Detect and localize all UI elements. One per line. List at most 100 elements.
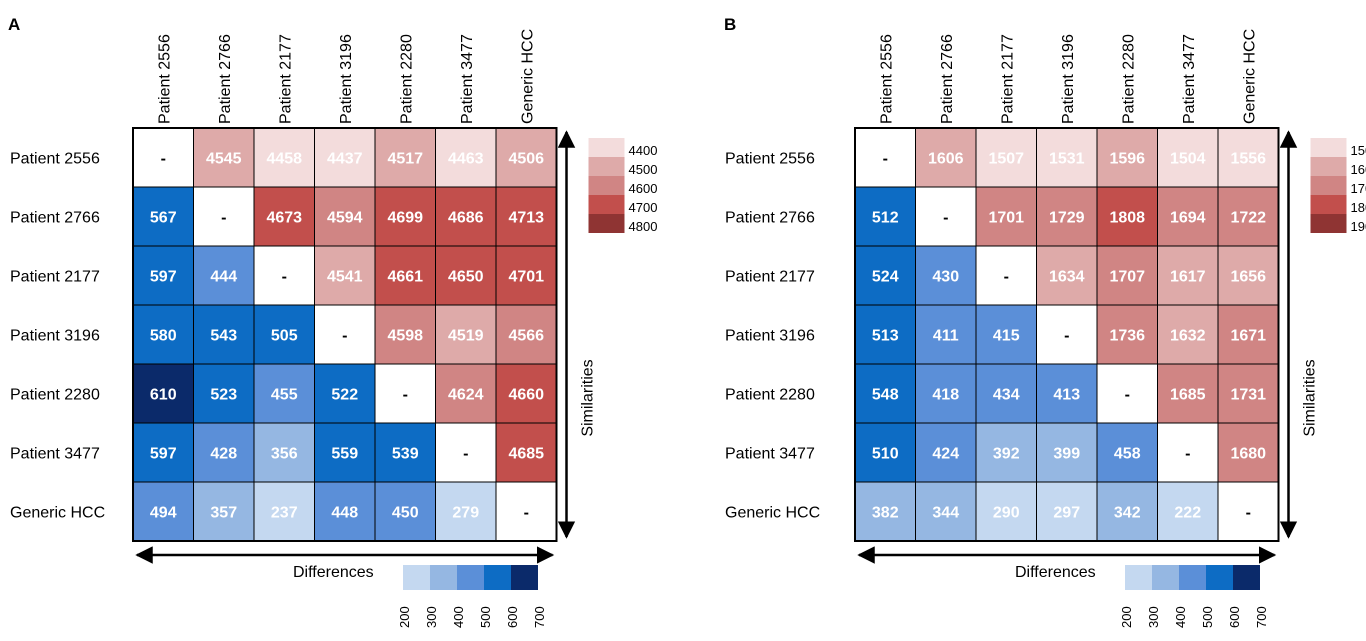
row-header: Patient 3196 — [725, 328, 815, 345]
cell-value-label: 4566 — [508, 328, 544, 345]
similarity-legend-tick: 1800 — [1351, 200, 1366, 215]
cell-value-label: 290 — [993, 505, 1020, 522]
cell-value-label: 510 — [872, 446, 899, 463]
cell-value-label: 297 — [1053, 505, 1080, 522]
row-header: Patient 3196 — [10, 328, 100, 345]
difference-legend-tick: 700 — [532, 606, 547, 628]
similarity-legend-tick: 4700 — [629, 200, 658, 215]
cell-value-label: 4506 — [508, 151, 544, 168]
cell-value-label: - — [1185, 446, 1190, 463]
cell-value-label: 1731 — [1230, 387, 1266, 404]
cell-value-label: 543 — [210, 328, 237, 345]
difference-legend-swatch — [457, 565, 484, 590]
row-header: Patient 2177 — [10, 269, 100, 286]
cell-value-label: 1729 — [1049, 210, 1085, 227]
difference-legend-tick: 500 — [1200, 606, 1215, 628]
column-header: Patient 2177 — [999, 34, 1016, 124]
column-header: Patient 3477 — [459, 34, 476, 124]
cell-value-label: - — [161, 151, 166, 168]
difference-legend-tick: 200 — [397, 606, 412, 628]
similarity-legend-tick: 4400 — [629, 143, 658, 158]
column-header: Patient 3477 — [1181, 34, 1198, 124]
difference-legend-tick: 200 — [1119, 606, 1134, 628]
cell-value-label: 580 — [150, 328, 177, 345]
cell-value-label: 1680 — [1230, 446, 1266, 463]
cell-value-label: 1808 — [1109, 210, 1145, 227]
similarity-legend-tick: 1900 — [1351, 219, 1366, 234]
difference-legend-swatch — [1206, 565, 1233, 590]
cell-value-label: 610 — [150, 387, 177, 404]
row-header: Patient 2556 — [725, 151, 815, 168]
cell-value-label: 222 — [1174, 505, 1201, 522]
panel-letter: A — [8, 15, 20, 34]
column-header: Generic HCC — [519, 29, 536, 124]
cell-value-label: 424 — [932, 446, 959, 463]
row-header: Patient 3477 — [725, 446, 815, 463]
cell-value-label: 4686 — [448, 210, 484, 227]
cell-value-label: 411 — [933, 328, 959, 345]
row-header: Patient 2177 — [725, 269, 815, 286]
cell-value-label: 567 — [150, 210, 177, 227]
cell-value-label: 4545 — [206, 151, 242, 168]
cell-value-label: 4541 — [327, 269, 363, 286]
similarity-legend-swatch — [589, 195, 625, 214]
cell-value-label: 448 — [331, 505, 358, 522]
cell-value-label: 1722 — [1230, 210, 1266, 227]
similarity-legend-swatch — [589, 214, 625, 233]
cell-value-label: 4458 — [266, 151, 302, 168]
difference-legend-swatch — [403, 565, 430, 590]
cell-value-label: - — [1125, 387, 1130, 404]
cell-value-label: 4650 — [448, 269, 484, 286]
difference-legend-swatch — [1125, 565, 1152, 590]
difference-legend-swatch — [511, 565, 538, 590]
similarity-legend-swatch — [589, 157, 625, 176]
difference-legend-tick: 600 — [505, 606, 520, 628]
similarity-legend-swatch — [1311, 214, 1347, 233]
cell-value-label: 524 — [872, 269, 899, 286]
cell-value-label: 1531 — [1049, 151, 1085, 168]
cell-value-label: 430 — [932, 269, 959, 286]
cell-value-label: 548 — [872, 387, 899, 404]
cell-value-label: 1634 — [1049, 269, 1085, 286]
column-header: Patient 2556 — [878, 34, 895, 124]
column-header: Patient 3196 — [1060, 34, 1077, 124]
similarities-label: Similarities — [580, 359, 597, 436]
column-header: Generic HCC — [1241, 29, 1258, 124]
similarity-legend-swatch — [1311, 195, 1347, 214]
cell-value-label: 4624 — [448, 387, 484, 404]
cell-value-label: 4519 — [448, 328, 484, 345]
cell-value-label: 342 — [1114, 505, 1141, 522]
cell-value-label: - — [463, 446, 468, 463]
cell-value-label: 4660 — [508, 387, 544, 404]
similarity-legend-tick: 1500 — [1351, 143, 1366, 158]
row-header: Patient 2766 — [725, 210, 815, 227]
cell-value-label: 4699 — [387, 210, 423, 227]
cell-value-label: 4673 — [266, 210, 302, 227]
column-header: Patient 2766 — [939, 34, 956, 124]
cell-value-label: 4517 — [387, 151, 423, 168]
cell-value-label: 494 — [150, 505, 177, 522]
cell-value-label: 1596 — [1109, 151, 1145, 168]
cell-value-label: 1632 — [1170, 328, 1206, 345]
row-header: Patient 2556 — [10, 151, 100, 168]
cell-value-label: 1671 — [1230, 328, 1266, 345]
difference-legend-swatch — [1179, 565, 1206, 590]
row-header: Patient 2766 — [10, 210, 100, 227]
cell-value-label: 357 — [210, 505, 237, 522]
cell-value-label: 444 — [210, 269, 237, 286]
difference-legend-tick: 400 — [1173, 606, 1188, 628]
cell-value-label: 392 — [993, 446, 1020, 463]
similarity-legend-tick: 4600 — [629, 181, 658, 196]
cell-value-label: 344 — [932, 505, 959, 522]
similarity-legend-tick: 1600 — [1351, 162, 1366, 177]
cell-value-label: 1707 — [1109, 269, 1145, 286]
cell-value-label: - — [1246, 505, 1251, 522]
column-header: Patient 2280 — [398, 34, 415, 124]
difference-legend-tick: 600 — [1227, 606, 1242, 628]
similarity-legend-swatch — [1311, 176, 1347, 195]
cell-value-label: 539 — [392, 446, 419, 463]
cell-value-label: 1507 — [988, 151, 1024, 168]
similarity-legend-swatch — [589, 176, 625, 195]
